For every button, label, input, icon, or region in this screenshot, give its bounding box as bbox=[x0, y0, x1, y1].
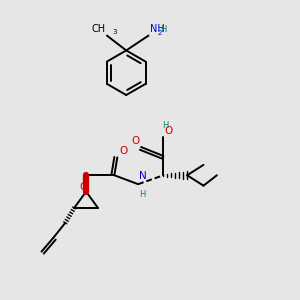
Text: H: H bbox=[162, 121, 168, 130]
Text: O: O bbox=[119, 146, 127, 156]
Text: H: H bbox=[139, 190, 146, 199]
Text: 2: 2 bbox=[158, 30, 162, 36]
Text: 3: 3 bbox=[112, 29, 116, 35]
Text: O: O bbox=[131, 136, 140, 146]
Text: O: O bbox=[80, 182, 88, 192]
Text: N: N bbox=[139, 171, 147, 181]
Text: NH: NH bbox=[150, 24, 165, 34]
Text: O: O bbox=[165, 126, 173, 136]
Text: H: H bbox=[160, 25, 167, 34]
Text: CH: CH bbox=[91, 24, 105, 34]
